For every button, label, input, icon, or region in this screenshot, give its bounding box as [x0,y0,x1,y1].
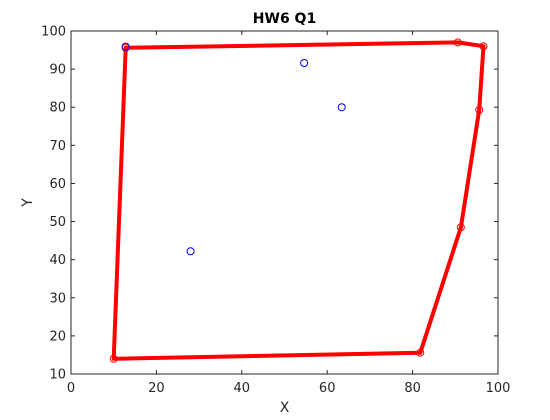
axes-box [70,30,499,375]
hull-point-0 [109,354,118,363]
ticks-layer: 0 20 40 60 80 100 10 20 30 40 50 60 70 80 90 100 [41,25,510,397]
interior-point-2 [337,103,346,112]
y-tick-label-5: 60 [49,177,66,192]
hull-line [111,40,486,361]
chart-title: HW6 Q1 [253,11,316,27]
y-tick-label-4: 50 [49,215,66,230]
hull-point-4 [475,105,484,114]
y-axis-label: Y [20,198,36,208]
plot-background [71,31,498,374]
interior-point-0 [121,42,130,51]
hull-point-6 [416,348,425,357]
y-tick-label-2: 30 [49,291,66,306]
plot-area [71,31,498,374]
x-tick-label-0: 0 [67,381,75,396]
axes-layer [70,30,499,375]
x-tick-label-3: 60 [319,381,336,396]
y-tick-label-8: 90 [49,63,66,78]
hull-point-5 [456,223,465,232]
x-tick-label-4: 80 [404,381,421,396]
y-tick-label-1: 20 [49,329,66,344]
hull-point-3 [479,42,488,51]
y-tick-label-0: 10 [49,368,66,383]
y-tick-label-7: 80 [49,101,66,116]
hull-line-layer [111,40,486,361]
points-layer [109,38,488,363]
interior-point-1 [300,59,309,68]
y-tick-label-9: 100 [41,25,66,40]
x-axis-label: X [280,400,290,416]
interior-point-3 [186,247,195,256]
x-tick-label-5: 100 [486,381,511,396]
hull-point-2 [453,38,462,47]
y-tick-label-6: 70 [49,139,66,154]
x-tick-label-1: 20 [148,381,165,396]
x-tick-label-2: 40 [234,381,251,396]
y-tick-label-3: 40 [49,253,66,268]
